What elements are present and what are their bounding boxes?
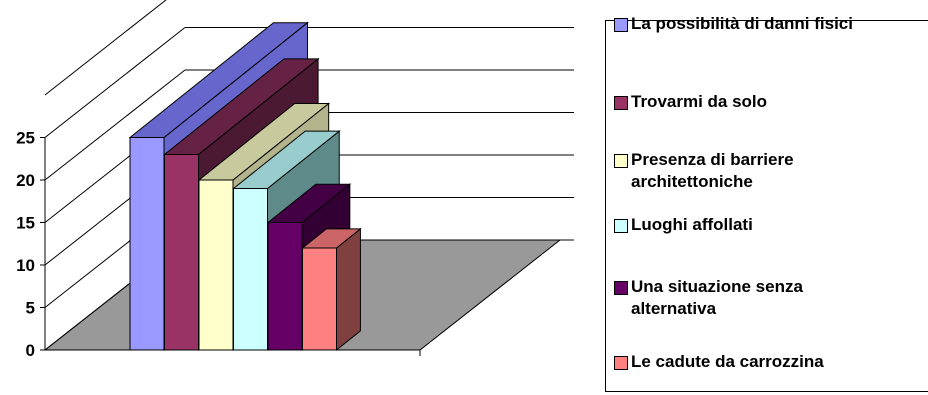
legend-swatch: [614, 18, 628, 32]
legend-swatch: [614, 154, 628, 168]
bar-5: [302, 247, 337, 351]
legend-item: Trovarmi da solo: [614, 91, 928, 113]
y-tick-label: 0: [26, 341, 35, 360]
bar-side-5: [336, 227, 361, 352]
bar-3: [233, 188, 268, 351]
legend-swatch: [614, 281, 628, 295]
bar-4: [267, 222, 303, 351]
y-tick-label: 20: [16, 171, 35, 190]
legend-swatch: [614, 219, 628, 233]
bars: [128, 21, 362, 352]
legend-label: Una situazione senza alternativa: [631, 277, 803, 318]
legend-item: Luoghi affollati: [614, 214, 928, 236]
bar-0: [129, 137, 165, 351]
y-tick-label: 25: [16, 129, 35, 148]
y-tick-label: 5: [26, 299, 35, 318]
y-axis: 0 5 10 15 20 25: [16, 129, 421, 360]
gridline-diagonal: [44, 0, 167, 96]
legend-item: La possibilità di danni fisici: [614, 13, 928, 35]
bar-2: [198, 179, 234, 351]
legend-item: Le cadute da carrozzina: [614, 351, 928, 373]
gridline-diagonal: [44, 69, 186, 181]
legend-item: Una situazione senza alternativa: [614, 276, 928, 320]
bar-1: [164, 154, 199, 351]
legend-label: Le cadute da carrozzina: [631, 352, 824, 371]
legend-label: Trovarmi da solo: [631, 92, 768, 111]
legend: La possibilità di danni fisici Trovarmi d…: [605, 14, 928, 392]
legend-swatch: [614, 356, 628, 370]
gridline-diagonal: [44, 27, 186, 138]
legend-swatch: [614, 96, 628, 110]
legend-label: La possibilità di danni fisici: [631, 14, 853, 33]
y-tick-label: 10: [16, 256, 35, 275]
legend-label: Luoghi affollati: [631, 215, 753, 234]
legend-label: Presenza di barriere architettoniche: [631, 150, 794, 191]
legend-item: Presenza di barriere architettoniche: [614, 149, 928, 193]
y-tick-label: 15: [16, 214, 35, 233]
